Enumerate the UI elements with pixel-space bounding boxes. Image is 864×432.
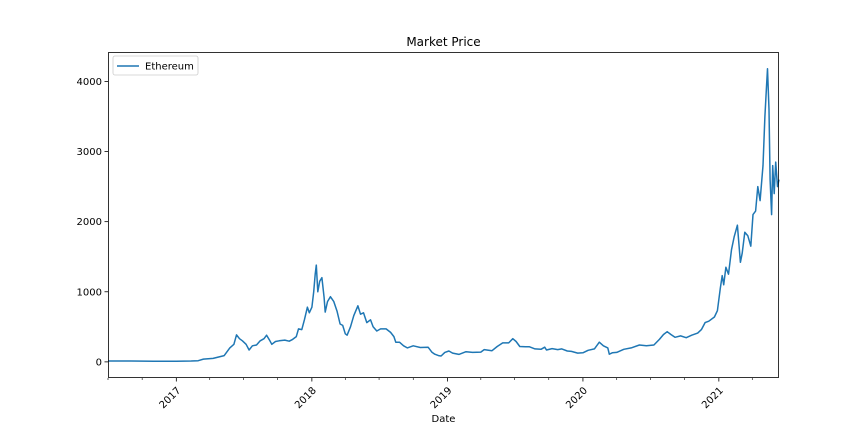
- plot-frame: [108, 52, 779, 378]
- y-tick-label: 3000: [77, 147, 102, 158]
- y-tick-label: 2000: [77, 217, 102, 228]
- plot-area: [108, 52, 779, 378]
- series-line-0: [108, 68, 780, 362]
- y-tick-label: 4000: [77, 77, 102, 88]
- y-tick-label: 1000: [77, 287, 102, 298]
- legend-box: [112, 55, 199, 76]
- chart-title: Market Price: [406, 35, 480, 49]
- y-tick-label: 0: [96, 357, 102, 368]
- legend-label: Ethereum: [145, 62, 194, 73]
- y-axis: 0 1000 2000 3000 4000: [77, 77, 108, 368]
- x-axis-label: Date: [432, 414, 456, 425]
- series-layer: [108, 68, 780, 362]
- legend: Ethereum: [112, 55, 199, 76]
